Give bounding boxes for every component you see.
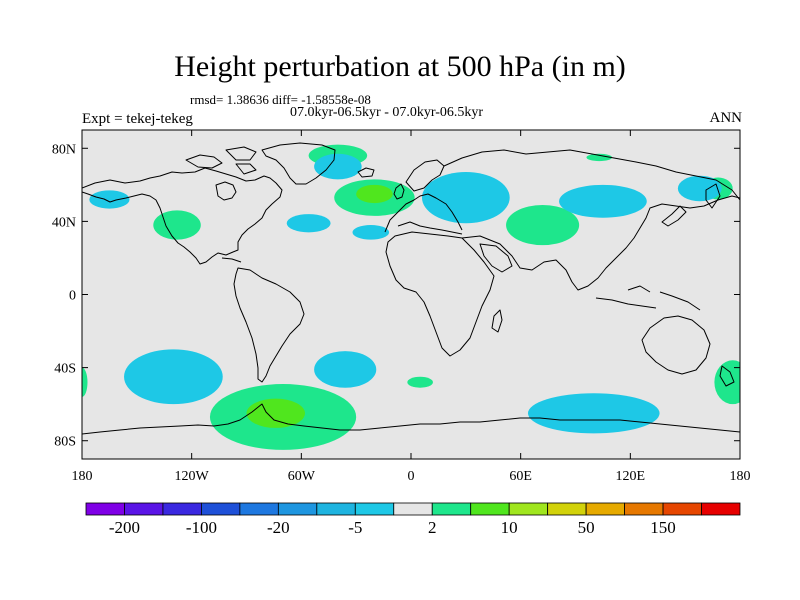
colorbar-label: 150	[650, 518, 676, 537]
colorbar-swatch	[239, 502, 279, 516]
colorbar-label: 10	[501, 518, 518, 537]
positive-anomaly-region	[506, 204, 580, 246]
coastline-antarctica	[82, 403, 740, 435]
colorbar-label: -100	[186, 518, 217, 537]
coastline-kamchatka	[705, 183, 721, 209]
coastline-cuba	[221, 257, 242, 263]
positive-anomaly-region	[356, 184, 393, 204]
colorbar-swatch	[662, 502, 702, 516]
x-tick-label: 180	[730, 469, 751, 484]
negative-anomaly-region	[527, 393, 660, 434]
colorbar-swatch	[470, 502, 510, 516]
coastline-eurasia-west	[384, 193, 463, 233]
coastline-scandinavia	[405, 159, 445, 192]
coastline-mediterranean	[397, 221, 463, 235]
colorbar-swatch	[508, 502, 549, 516]
colorbar-label: -5	[348, 518, 362, 537]
colorbar-swatch	[85, 502, 125, 516]
colorbar-swatch	[547, 502, 587, 516]
colorbar-swatch	[201, 502, 241, 516]
y-tick-label: 80N	[52, 142, 76, 157]
y-tick-label: 80S	[54, 435, 76, 450]
negative-anomaly-region	[286, 214, 331, 233]
colorbar-swatch	[585, 502, 625, 516]
colorbar-label: -20	[267, 518, 290, 537]
coastline-australia	[641, 315, 711, 375]
colorbar-swatch	[124, 502, 164, 516]
y-tick-label: 40N	[52, 215, 76, 230]
negative-anomaly-region	[677, 175, 722, 202]
coastline-britain	[393, 183, 405, 200]
x-tick-label: 120E	[616, 469, 646, 484]
y-tick-label: 0	[69, 289, 76, 304]
coastline-indonesia	[595, 285, 701, 311]
axis-ticks: 180 120W 60W 0 60E 120E 180 80N 40N 0 40S 80S	[52, 130, 751, 484]
colorbar-swatch	[277, 502, 318, 516]
colorbar: -200 -100 -20 -5 2 10 50 150	[85, 502, 741, 537]
statistics-text: rmsd= 1.38636 diff= -1.58558e-08	[190, 92, 371, 107]
negative-anomaly-region	[352, 225, 390, 240]
experiment-label: Expt = tekej-tekeg	[82, 111, 193, 127]
coastline-arabia	[479, 243, 513, 273]
coastline-madagascar	[491, 309, 503, 333]
negative-anomaly-region	[559, 184, 647, 218]
y-tick-label: 40S	[54, 362, 76, 377]
coastline-asia-south	[461, 195, 740, 291]
negative-anomaly-region	[89, 190, 130, 209]
period-text: 07.0kyr-06.5kyr - 07.0kyr-06.5kyr	[290, 105, 484, 120]
negative-anomaly-region	[124, 349, 223, 405]
colorbar-swatch	[162, 502, 202, 516]
positive-anomaly-region	[153, 210, 201, 240]
negative-anomaly-region	[314, 153, 362, 180]
coastline-arctic-islands	[185, 146, 257, 175]
colorbar-swatch	[393, 502, 433, 516]
x-tick-label: 60W	[288, 469, 316, 484]
season-label: ANN	[709, 110, 743, 126]
positive-anomaly-region	[82, 367, 88, 397]
colorbar-label: 50	[578, 518, 595, 537]
negative-anomaly-region	[421, 172, 510, 224]
coastline-hudson-bay	[215, 181, 237, 201]
coastline-greenland	[261, 142, 336, 185]
positive-anomaly-region	[407, 376, 433, 388]
plot-title: Height perturbation at 500 hPa (in m)	[174, 50, 626, 83]
x-tick-label: 60E	[509, 469, 532, 484]
colorbar-label: 2	[428, 518, 437, 537]
anomaly-layer	[82, 144, 740, 450]
colorbar-label: -200	[109, 518, 140, 537]
negative-anomaly-region	[314, 351, 377, 388]
x-tick-label: 120W	[175, 469, 210, 484]
x-tick-label: 180	[72, 469, 93, 484]
map-panel: 180 120W 60W 0 60E 120E 180 80N 40N 0 40S 80S	[52, 129, 751, 484]
colorbar-swatch	[624, 502, 664, 516]
positive-anomaly-region	[586, 153, 613, 162]
x-tick-label: 0	[408, 469, 415, 484]
coastline-new-zealand	[719, 365, 735, 387]
positive-anomaly-region	[246, 398, 305, 428]
colorbar-swatch	[701, 502, 741, 516]
coastlines	[82, 142, 740, 435]
colorbar-swatch	[316, 502, 356, 516]
coastline-north-america	[82, 167, 283, 265]
colorbar-swatch	[354, 502, 395, 516]
coastline-asia-north	[443, 149, 740, 201]
colorbar-swatch	[431, 502, 472, 516]
coastline-south-america	[233, 267, 305, 383]
coastline-iceland	[357, 167, 375, 178]
coastline-japan	[661, 205, 687, 227]
